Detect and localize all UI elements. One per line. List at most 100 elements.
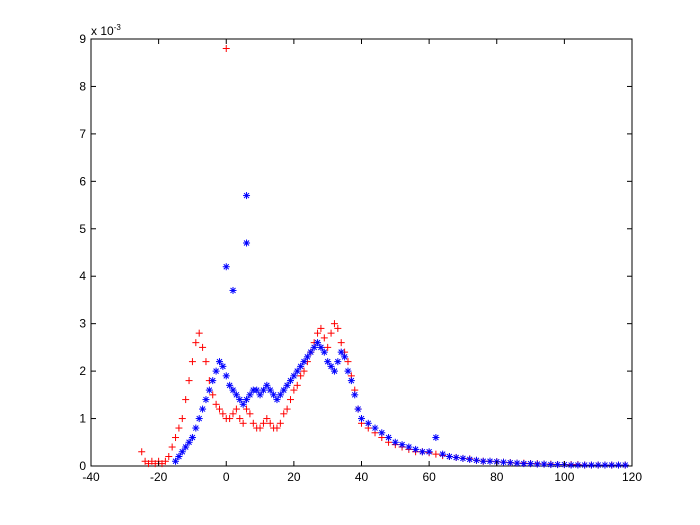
- data-point-star: [347, 377, 355, 385]
- data-point-star: [270, 391, 278, 399]
- data-point-plus: [330, 320, 338, 328]
- data-point-star: [303, 353, 311, 361]
- data-point-plus: [239, 419, 247, 427]
- data-point-plus: [209, 391, 217, 399]
- data-point-plus: [161, 457, 169, 465]
- data-point-star: [425, 448, 433, 456]
- x-tick-label: 40: [355, 470, 369, 484]
- y-tick-label: 1: [79, 412, 86, 426]
- data-point-star: [229, 286, 237, 294]
- data-point-star: [587, 461, 595, 469]
- data-point-star: [601, 461, 609, 469]
- data-point-plus: [236, 415, 244, 423]
- x-tick-label: 120: [622, 470, 642, 484]
- data-point-star: [226, 381, 234, 389]
- y-tick-label: 4: [79, 269, 86, 283]
- data-point-star: [243, 239, 251, 247]
- data-point-star: [432, 434, 440, 442]
- data-point-star: [229, 386, 237, 394]
- data-point-star: [391, 438, 399, 446]
- data-point-star: [202, 396, 210, 404]
- data-point-star: [222, 263, 230, 271]
- data-point-star: [334, 358, 342, 366]
- data-point-star: [256, 391, 264, 399]
- data-point-star: [554, 461, 562, 469]
- data-point-plus: [293, 381, 301, 389]
- data-point-star: [286, 377, 294, 385]
- data-point-star: [293, 367, 301, 375]
- data-point-star: [192, 424, 200, 432]
- data-point-star: [452, 453, 460, 461]
- data-point-star: [378, 429, 386, 437]
- data-point-star: [594, 461, 602, 469]
- data-point-star: [324, 358, 332, 366]
- data-point-star: [300, 358, 308, 366]
- data-point-star: [621, 461, 629, 469]
- data-point-plus: [317, 324, 325, 332]
- data-point-star: [520, 460, 528, 468]
- x-tick-label: 20: [287, 470, 301, 484]
- data-point-star: [212, 367, 220, 375]
- data-point-star: [307, 348, 315, 356]
- data-point-star: [297, 362, 305, 370]
- data-point-star: [222, 372, 230, 380]
- data-point-plus: [243, 405, 251, 413]
- data-point-star: [506, 459, 514, 467]
- data-point-plus: [222, 44, 230, 52]
- data-point-plus: [266, 419, 274, 427]
- data-point-plus: [188, 358, 196, 366]
- data-point-plus: [138, 448, 146, 456]
- data-point-star: [317, 343, 325, 351]
- data-point-plus: [192, 339, 200, 347]
- data-point-star: [459, 454, 467, 462]
- data-point-star: [185, 438, 193, 446]
- data-point-star: [405, 443, 413, 451]
- data-point-plus: [256, 424, 264, 432]
- y-tick-label: 5: [79, 222, 86, 236]
- data-point-star: [280, 386, 288, 394]
- data-point-plus: [320, 334, 328, 342]
- y-tick-label: 8: [79, 79, 86, 93]
- y-tick-label: 9: [79, 32, 86, 46]
- data-point-star: [232, 391, 240, 399]
- y-tick-label: 6: [79, 174, 86, 188]
- data-point-plus: [229, 410, 237, 418]
- data-point-star: [614, 461, 622, 469]
- x-tick-label: -40: [82, 470, 100, 484]
- data-point-star: [243, 192, 251, 200]
- data-point-star: [398, 441, 406, 449]
- data-point-star: [195, 415, 203, 423]
- data-point-star: [310, 343, 318, 351]
- data-point-star: [215, 358, 223, 366]
- data-point-star: [513, 459, 521, 467]
- data-point-star: [341, 353, 349, 361]
- data-point-plus: [259, 419, 267, 427]
- data-point-star: [500, 458, 508, 466]
- data-point-plus: [334, 324, 342, 332]
- data-point-plus: [178, 415, 186, 423]
- x-tick-label: 80: [490, 470, 504, 484]
- data-point-star: [330, 367, 338, 375]
- data-point-star: [259, 386, 267, 394]
- data-point-plus: [297, 372, 305, 380]
- data-point-star: [205, 386, 213, 394]
- data-point-star: [344, 367, 352, 375]
- data-point-star: [486, 457, 494, 465]
- data-point-plus: [283, 405, 291, 413]
- data-point-plus: [195, 329, 203, 337]
- axis-tick-labels: -40 -20 0 20 40 60 80 100 120 0 1 2 3 4 5 6 7 8 9: [79, 32, 642, 484]
- data-point-plus: [202, 358, 210, 366]
- data-point-star: [354, 405, 362, 413]
- data-point-plus: [286, 396, 294, 404]
- data-point-plus: [432, 450, 440, 458]
- data-point-plus: [232, 405, 240, 413]
- data-point-star: [320, 348, 328, 356]
- data-point-star: [178, 448, 186, 456]
- data-point-star: [371, 424, 379, 432]
- data-point-plus: [246, 410, 254, 418]
- data-point-star: [540, 460, 548, 468]
- data-point-star: [199, 405, 207, 413]
- data-point-plus: [290, 386, 298, 394]
